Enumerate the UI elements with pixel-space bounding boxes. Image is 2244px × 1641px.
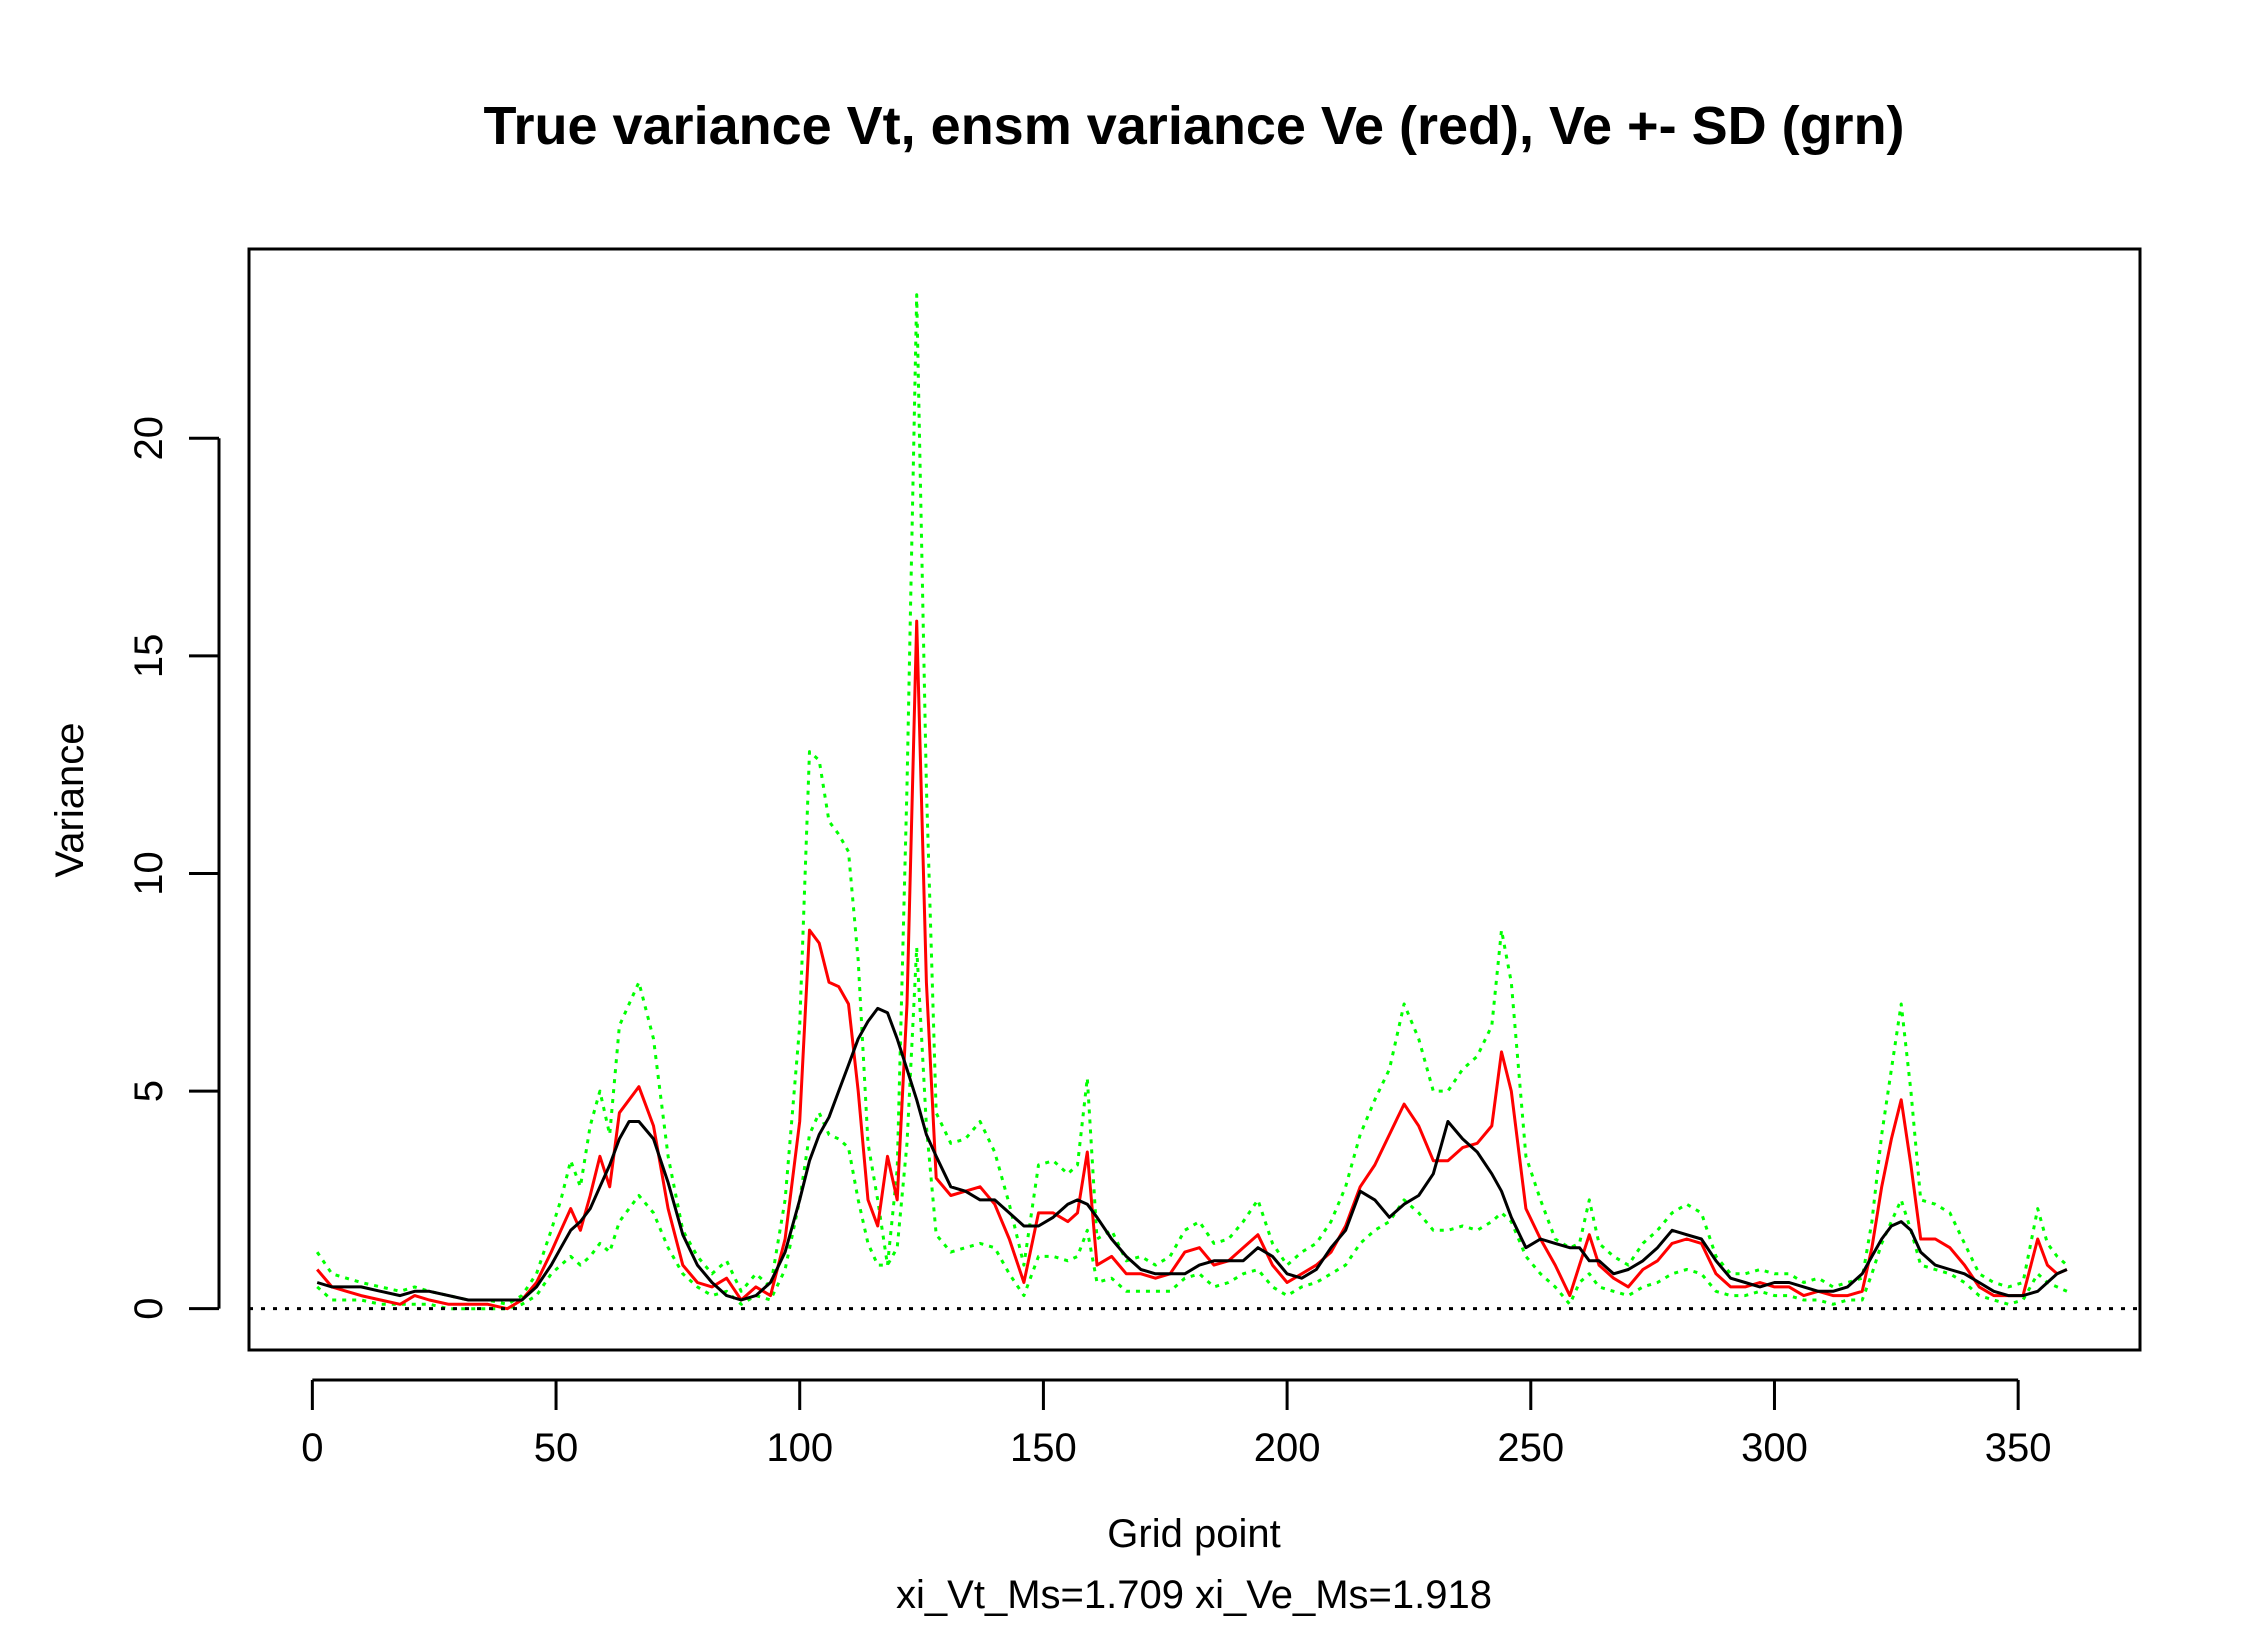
series-line-1 — [315, 293, 2068, 1306]
series-line-3 — [316, 619, 2068, 1311]
x-tick-label: 100 — [766, 1426, 833, 1470]
y-tick-label: 0 — [127, 1298, 171, 1320]
x-tick-label: 200 — [1254, 1426, 1321, 1470]
plot-frame — [247, 247, 2142, 1352]
series-line-4 — [316, 1006, 2068, 1302]
x-tick-label: 150 — [1010, 1426, 1077, 1470]
y-tick-label: 5 — [127, 1080, 171, 1102]
x-axis: 0 50 100 150 200 250 300 350 — [301, 1378, 2052, 1470]
y-tick-label: 15 — [127, 634, 171, 679]
y-axis: 0 5 10 15 20 — [127, 416, 221, 1320]
series-line-2 — [316, 946, 2068, 1311]
x-tick-label: 300 — [1741, 1426, 1808, 1470]
x-tick-label: 350 — [1985, 1426, 2052, 1470]
plot-lines — [315, 293, 2068, 1311]
chart-title: True variance Vt, ensm variance Ve (red)… — [483, 96, 1904, 156]
y-tick-label: 20 — [127, 416, 171, 461]
chart-subtitle: xi_Vt_Ms=1.709 xi_Ve_Ms=1.918 — [896, 1573, 1492, 1617]
x-axis-label: Grid point — [1107, 1512, 1280, 1556]
x-tick-label: 250 — [1497, 1426, 1564, 1470]
y-axis-label: Variance — [48, 723, 92, 878]
y-tick-label: 10 — [127, 851, 171, 896]
x-tick-label: 50 — [534, 1426, 579, 1470]
x-tick-label: 0 — [301, 1426, 323, 1470]
